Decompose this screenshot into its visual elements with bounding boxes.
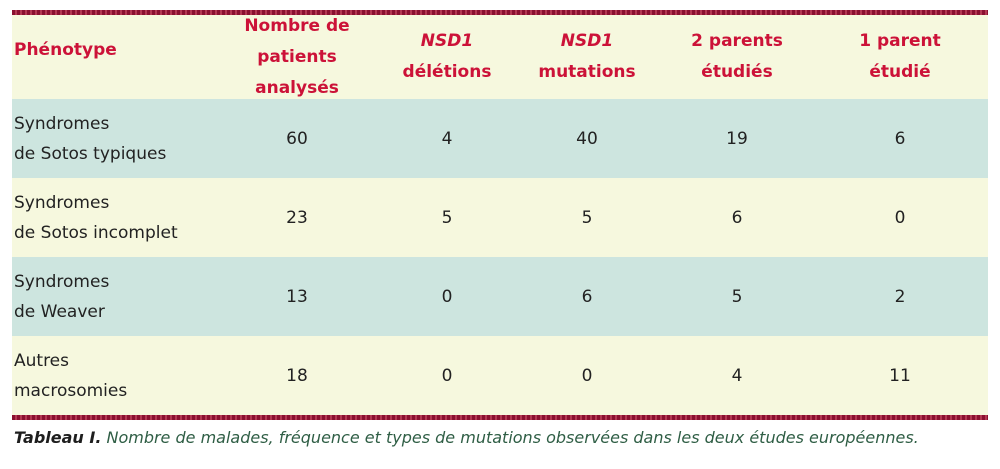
header-nsd1-mutations: NSD1 mutations (512, 26, 662, 88)
header-patient-count: Nombre de patients analysés (212, 11, 382, 104)
phenotype-cell: Syndromes de Weaver (12, 267, 212, 327)
table-row: Syndromes de Weaver 13 0 6 5 2 (12, 257, 988, 336)
one-parent-cell: 11 (889, 365, 911, 386)
phenotype-line2: macrosomies (14, 380, 128, 401)
caption-text: Nombre de malades, fréquence et types de… (101, 428, 919, 447)
header-nsd1-deletions-line2: délétions (402, 62, 492, 82)
phenotype-line1: Syndromes (14, 113, 110, 134)
phenotype-line1: Autres (14, 350, 70, 371)
header-two-parents-line1: 2 parents (691, 31, 783, 51)
phenotype-cell: Autres macrosomies (12, 346, 212, 406)
header-nsd1-deletions-line1: NSD1 (420, 31, 474, 51)
deletions-cell: 0 (441, 286, 453, 307)
deletions-cell: 0 (441, 365, 453, 386)
header-phenotype-label: Phénotype (14, 40, 117, 60)
patient-count-cell: 23 (286, 207, 308, 228)
mutations-cell: 40 (576, 128, 598, 149)
phenotype-line1: Syndromes (14, 192, 110, 213)
table-caption: Tableau I. Nombre de malades, fréquence … (14, 428, 994, 447)
table-row: Syndromes de Sotos typiques 60 4 40 19 6 (12, 99, 988, 178)
mutations-cell: 6 (581, 286, 593, 307)
table-header-row: Phénotype Nombre de patients analysés NS… (12, 15, 988, 99)
data-table: Phénotype Nombre de patients analysés NS… (12, 10, 988, 420)
mutations-cell: 5 (581, 207, 593, 228)
header-patient-count-line1: Nombre de patients (244, 15, 350, 67)
header-nsd1-deletions: NSD1 délétions (382, 26, 512, 88)
table-row: Syndromes de Sotos incomplet 23 5 5 6 0 (12, 178, 988, 257)
two-parents-cell: 5 (731, 286, 743, 307)
table-top-border (12, 10, 988, 15)
two-parents-cell: 6 (731, 207, 743, 228)
phenotype-line1: Syndromes (14, 271, 110, 292)
caption-label: Tableau I. (14, 428, 102, 447)
one-parent-cell: 2 (894, 286, 906, 307)
header-nsd1-mutations-line2: mutations (538, 62, 636, 82)
header-one-parent-line2: étudié (869, 62, 931, 82)
header-two-parents: 2 parents étudiés (662, 26, 812, 88)
patient-count-cell: 13 (286, 286, 308, 307)
one-parent-cell: 0 (894, 207, 906, 228)
phenotype-line2: de Weaver (14, 301, 105, 322)
two-parents-cell: 19 (726, 128, 748, 149)
deletions-cell: 5 (441, 207, 453, 228)
phenotype-line2: de Sotos typiques (14, 143, 167, 164)
header-patient-count-line2: analysés (255, 77, 339, 98)
header-one-parent-line1: 1 parent (859, 31, 941, 51)
patient-count-cell: 18 (286, 365, 308, 386)
header-two-parents-line2: étudiés (701, 62, 773, 82)
phenotype-cell: Syndromes de Sotos typiques (12, 109, 212, 169)
table-row: Autres macrosomies 18 0 0 4 11 (12, 336, 988, 415)
header-phenotype: Phénotype (12, 15, 212, 66)
deletions-cell: 4 (441, 128, 453, 149)
mutations-cell: 0 (581, 365, 593, 386)
header-nsd1-mutations-line1: NSD1 (560, 31, 614, 51)
phenotype-cell: Syndromes de Sotos incomplet (12, 188, 212, 248)
two-parents-cell: 4 (731, 365, 743, 386)
header-one-parent: 1 parent étudié (812, 26, 988, 88)
patient-count-cell: 60 (286, 128, 308, 149)
table-bottom-border (12, 415, 988, 420)
phenotype-line2: de Sotos incomplet (14, 222, 178, 243)
one-parent-cell: 6 (894, 128, 906, 149)
